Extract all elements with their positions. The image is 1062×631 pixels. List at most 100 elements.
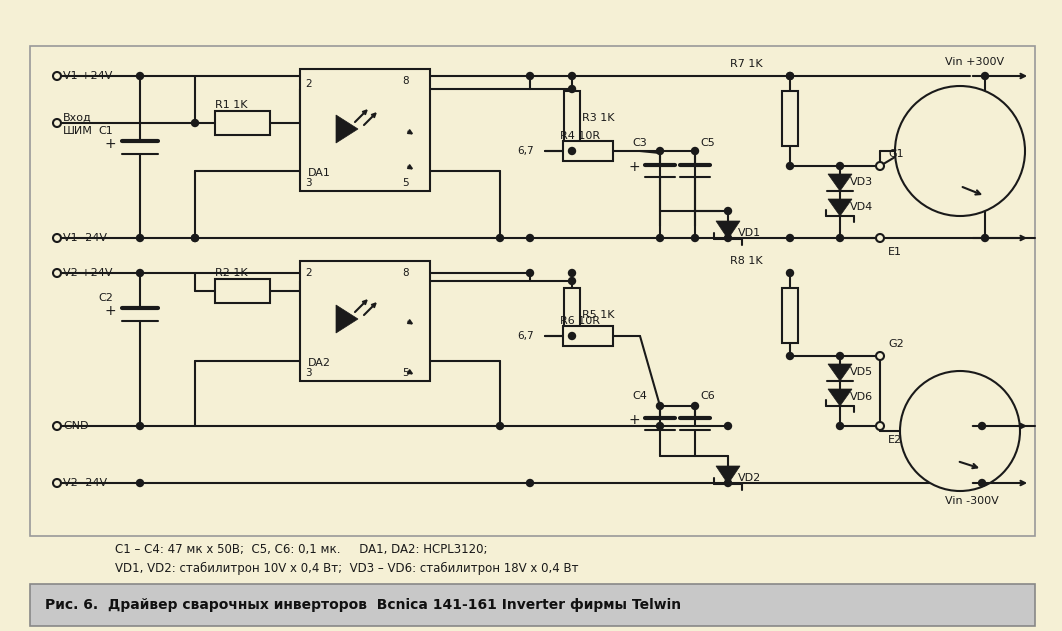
Text: R1 1K: R1 1K	[215, 100, 247, 110]
Circle shape	[568, 85, 576, 93]
Text: V1 +24V: V1 +24V	[63, 71, 113, 81]
Circle shape	[137, 235, 143, 242]
Text: 6,7: 6,7	[517, 146, 533, 156]
Circle shape	[53, 479, 61, 487]
Text: 3: 3	[305, 178, 311, 188]
Text: 5: 5	[402, 178, 409, 188]
Circle shape	[837, 235, 843, 242]
Text: 3: 3	[305, 368, 311, 378]
Circle shape	[876, 352, 884, 360]
Circle shape	[837, 353, 843, 360]
Circle shape	[137, 480, 143, 487]
Circle shape	[724, 480, 732, 487]
Bar	[299, 261, 430, 381]
Circle shape	[137, 423, 143, 430]
Circle shape	[981, 73, 989, 80]
Text: C3: C3	[632, 138, 647, 148]
Circle shape	[497, 423, 503, 430]
Circle shape	[978, 480, 986, 487]
Circle shape	[900, 371, 1020, 491]
Circle shape	[191, 235, 199, 242]
Polygon shape	[336, 305, 358, 333]
Text: 2: 2	[305, 268, 311, 278]
Circle shape	[787, 73, 793, 80]
Text: VD5: VD5	[850, 367, 873, 377]
Circle shape	[656, 235, 664, 242]
Circle shape	[137, 269, 143, 276]
Bar	[299, 69, 430, 191]
Polygon shape	[716, 466, 740, 484]
Circle shape	[53, 72, 61, 80]
Text: Vin -300V: Vin -300V	[945, 496, 998, 506]
Text: V2 +24V: V2 +24V	[63, 268, 113, 278]
Circle shape	[527, 73, 533, 80]
Circle shape	[787, 269, 793, 276]
Text: V2 -24V: V2 -24V	[63, 478, 107, 488]
Circle shape	[191, 119, 199, 126]
Circle shape	[724, 208, 732, 215]
Polygon shape	[828, 364, 852, 381]
Text: R4 10R: R4 10R	[560, 131, 600, 141]
Text: VD4: VD4	[850, 202, 873, 212]
Circle shape	[787, 163, 793, 170]
Circle shape	[837, 163, 843, 170]
Text: R6 10R: R6 10R	[560, 316, 600, 326]
Polygon shape	[828, 174, 852, 191]
Circle shape	[876, 162, 884, 170]
Text: G2: G2	[888, 339, 904, 349]
Circle shape	[527, 235, 533, 242]
Bar	[782, 288, 798, 343]
Polygon shape	[828, 199, 852, 216]
Text: +: +	[105, 304, 117, 318]
Text: VD1: VD1	[738, 228, 761, 238]
Circle shape	[191, 235, 199, 242]
Circle shape	[497, 235, 503, 242]
Text: R8 1K: R8 1K	[730, 256, 763, 266]
Circle shape	[787, 73, 793, 80]
Text: Рис. 6.  Драйвер сварочных инверторов  Bcnica 141-161 Inverter фирмы Telwin: Рис. 6. Драйвер сварочных инверторов Bcn…	[45, 598, 681, 612]
Circle shape	[568, 278, 576, 285]
Text: C2: C2	[98, 293, 113, 303]
Circle shape	[53, 269, 61, 277]
Circle shape	[691, 235, 699, 242]
Text: C5: C5	[700, 138, 715, 148]
Text: 2: 2	[305, 79, 311, 89]
Circle shape	[876, 422, 884, 430]
Text: 6,7: 6,7	[517, 331, 533, 341]
Text: VD3: VD3	[850, 177, 873, 187]
Text: G1: G1	[888, 149, 904, 159]
Text: GND: GND	[63, 421, 88, 431]
Circle shape	[724, 235, 732, 242]
Text: R7 1K: R7 1K	[730, 59, 763, 69]
Text: DA2: DA2	[308, 358, 331, 368]
Circle shape	[837, 423, 843, 430]
Circle shape	[527, 269, 533, 276]
Text: +: +	[628, 160, 639, 174]
Circle shape	[724, 423, 732, 430]
Bar	[563, 141, 613, 161]
Circle shape	[787, 353, 793, 360]
Text: C1: C1	[98, 126, 113, 136]
Bar	[30, 584, 1035, 626]
Bar	[563, 326, 613, 346]
Circle shape	[527, 480, 533, 487]
Text: V1 -24V: V1 -24V	[63, 233, 107, 243]
Circle shape	[568, 73, 576, 80]
Text: ШИМ: ШИМ	[63, 126, 92, 136]
Text: VD6: VD6	[850, 392, 873, 402]
Bar	[30, 46, 1035, 536]
Circle shape	[137, 73, 143, 80]
Text: 8: 8	[402, 76, 409, 86]
Text: 8: 8	[402, 268, 409, 278]
Circle shape	[656, 403, 664, 410]
Circle shape	[656, 423, 664, 430]
Polygon shape	[336, 115, 358, 143]
Text: Vin +300V: Vin +300V	[945, 57, 1005, 67]
Text: R2 1K: R2 1K	[215, 268, 247, 278]
Text: VD2: VD2	[738, 473, 761, 483]
Circle shape	[568, 269, 576, 276]
Polygon shape	[828, 389, 852, 406]
Text: E1: E1	[888, 247, 902, 257]
Text: R3 1K: R3 1K	[582, 113, 615, 123]
Circle shape	[981, 235, 989, 242]
